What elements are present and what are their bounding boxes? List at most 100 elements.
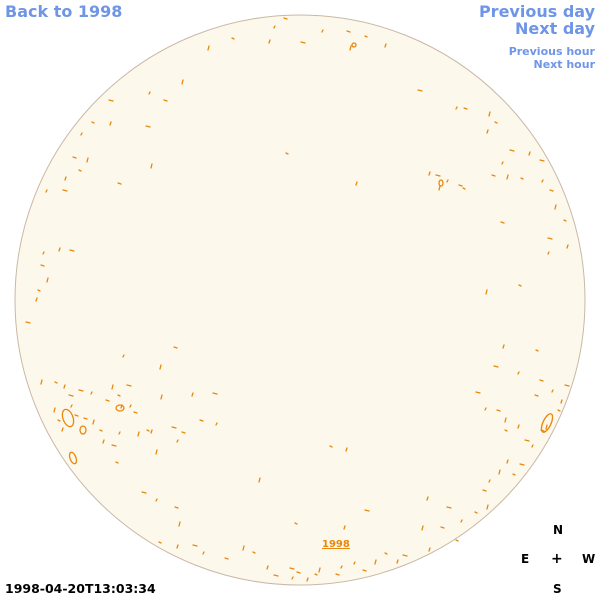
contour-fragment [402,554,408,557]
contour-fragment [531,444,534,448]
contour-fragment [181,79,184,85]
magnetogram-contours [25,17,570,582]
contour-fragment [74,414,79,417]
contour-fragment [396,559,399,564]
contour-fragment [57,419,61,422]
contour-fragment [42,251,45,255]
contour-fragment [314,573,318,576]
contour-fragment [486,129,489,134]
contour-fragment [374,559,377,565]
contour-region [61,408,75,428]
contour-fragment [362,569,367,572]
contour-fragment [501,161,504,165]
contour-fragment [421,525,424,531]
contour-fragment [283,17,288,20]
contour-fragment [99,429,103,432]
contour-fragment [484,407,487,411]
contour-fragment [64,176,67,181]
contour-fragment [554,204,557,210]
contour-fragment [435,174,441,177]
contour-fragment [202,551,205,555]
contour-fragment [192,544,198,547]
contour-fragment [111,384,114,390]
contour-fragment [502,344,505,349]
contour-fragment [519,463,525,466]
solar-disk[interactable] [14,14,586,586]
contour-fragment [90,391,93,395]
contour-fragment [494,121,498,124]
contour-fragment [482,489,487,492]
contour-fragment [141,491,147,494]
contour-fragment [488,479,491,483]
next-hour-link[interactable]: Next hour [533,58,596,71]
contour-fragment [493,365,499,368]
contour-fragment [500,221,505,224]
contour-fragment [349,45,352,51]
contour-fragment [72,156,77,159]
contour-fragment [242,545,245,551]
year-link[interactable]: 1998 [322,539,350,550]
contour-fragment [547,251,550,255]
contour-fragment [173,346,178,349]
contour-fragment [517,371,520,375]
contour-fragment [137,431,140,437]
contour-fragment [150,429,153,434]
contour-fragment [117,182,122,185]
contour-fragment [474,511,478,514]
contour-fragment [40,264,45,267]
contour-fragment [129,404,132,408]
contour-fragment [68,394,74,397]
contour-fragment [268,39,271,44]
contour-fragment [504,417,507,423]
next-day-link[interactable]: Next day [515,19,595,38]
contour-fragment [174,506,179,509]
contour-fragment [488,111,491,117]
contour-fragment [446,179,449,183]
previous-hour-link[interactable]: Previous hour [508,45,595,58]
contour-fragment [63,384,66,389]
contour-fragment [40,379,43,385]
contour-fragment [486,504,489,510]
contour-region [115,404,125,412]
contour-fragment [547,237,553,240]
contour-fragment [273,574,279,577]
contour-fragment [150,163,153,169]
contour-fragment [528,151,531,156]
contour-fragment [504,429,508,432]
contour-fragment [35,297,38,302]
contour-fragment [252,551,256,554]
contour-fragment [335,573,340,576]
contour-fragment [86,157,89,163]
contour-fragment [224,557,229,560]
contour-fragment [285,152,289,155]
contour-fragment [78,389,84,392]
previous-day-link[interactable]: Previous day [478,2,595,21]
contour-fragment [455,106,458,110]
contour-fragment [549,189,554,192]
contour-fragment [111,444,117,447]
contour-fragment [496,409,501,412]
contour-fragment [353,561,356,565]
compass-center: + [551,551,563,567]
contour-fragment [557,409,561,412]
contour-fragment [345,447,348,452]
contour-fragment [102,439,105,444]
contour-fragment [384,43,387,48]
contour-fragment [318,567,321,573]
contour-fragment [70,404,73,408]
contour-fragment [343,525,346,530]
contour-fragment [364,35,368,38]
contour-fragment [171,426,177,429]
contour-fragment [426,496,429,501]
contour-fragment [535,349,539,352]
contour-fragment [37,289,41,292]
contour-fragment [258,477,261,483]
contour-region [351,42,357,48]
contour-fragment [45,189,48,193]
contour-fragment [364,509,370,512]
contour-fragment [126,384,132,387]
back-to-year-link[interactable]: Back to 1998 [5,2,123,21]
contour-fragment [460,519,463,523]
contour-fragment [506,459,509,464]
contour-fragment [428,547,431,552]
